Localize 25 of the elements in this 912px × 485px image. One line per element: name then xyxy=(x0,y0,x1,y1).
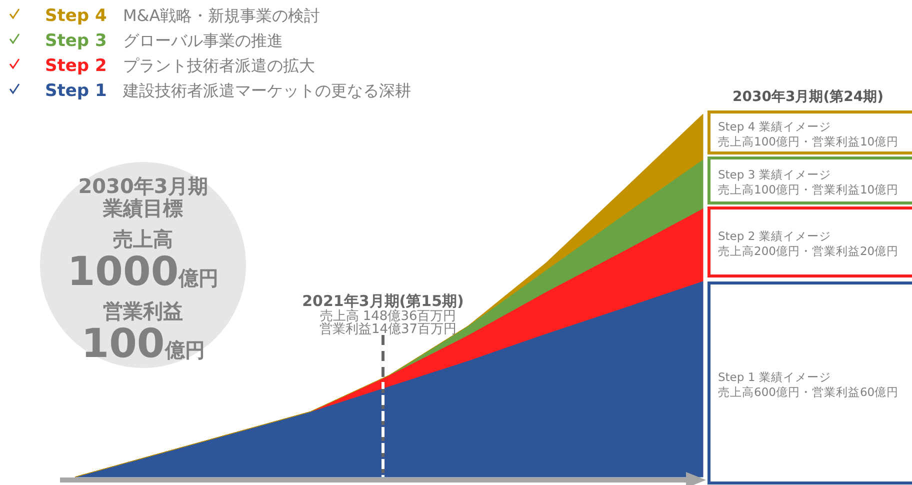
text: Step 3 業績イメージ xyxy=(718,168,831,182)
text: 売上高100億円・営業利益10億円 xyxy=(718,182,899,196)
text: Step 2 業績イメージ xyxy=(718,229,831,243)
text: 売上高100億円・営業利益10億円 xyxy=(718,134,899,148)
annotation: 1000億円 xyxy=(67,249,219,295)
text: M&A戦略・新規事業の検討 xyxy=(123,6,320,25)
text: プラント技術者派遣の拡大 xyxy=(123,56,315,75)
annotation: 売上高 xyxy=(113,227,173,251)
annotation: 業績目標 xyxy=(102,196,183,220)
legend-label: Step 1 xyxy=(45,81,107,101)
legend-label: Step 4 xyxy=(45,6,107,26)
text: 2030年3月期(第24期) xyxy=(732,89,884,105)
text: グローバル事業の推進 xyxy=(123,31,283,50)
legend-label: Step 3 xyxy=(45,31,107,51)
text: 建設技術者派遣マーケットの更なる深耕 xyxy=(122,81,411,100)
annotation: 2021年3月期(第15期) xyxy=(302,292,464,310)
text: 売上高600億円・営業利益60億円 xyxy=(718,385,899,399)
annotation: 100億円 xyxy=(81,321,205,367)
text: Step 4 業績イメージ xyxy=(718,120,831,134)
text: 売上高200億円・営業利益20億円 xyxy=(718,244,899,258)
annotation: 営業利益14億37百万円 xyxy=(319,322,457,337)
annotation: 営業利益 xyxy=(103,299,183,323)
annotation: 2030年3月期 xyxy=(78,174,208,198)
legend-label: Step 2 xyxy=(45,56,107,76)
text: Step 1 業績イメージ xyxy=(718,370,831,384)
